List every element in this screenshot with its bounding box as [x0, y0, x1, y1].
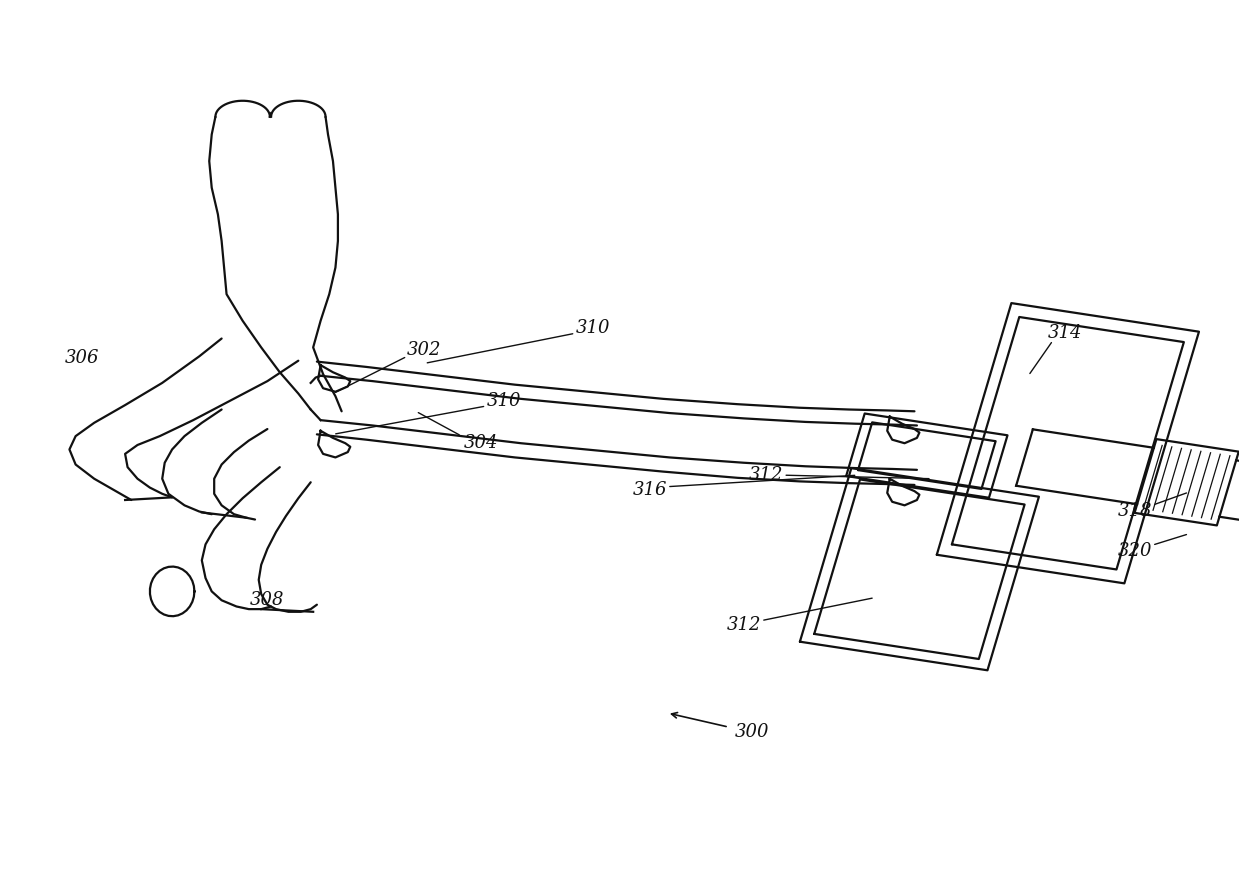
Text: 320: 320	[1117, 542, 1152, 560]
Text: 300: 300	[735, 724, 770, 741]
Text: 314: 314	[1048, 324, 1083, 343]
Text: 310: 310	[575, 319, 610, 337]
Text: 302: 302	[407, 341, 441, 359]
Text: 304: 304	[464, 434, 498, 452]
Text: 308: 308	[250, 591, 285, 610]
Text: 310: 310	[486, 392, 521, 409]
Text: 306: 306	[64, 349, 99, 367]
Text: 312: 312	[727, 616, 761, 634]
Text: 318: 318	[1117, 502, 1152, 520]
Text: 312: 312	[749, 466, 784, 484]
Text: 316: 316	[632, 481, 667, 499]
